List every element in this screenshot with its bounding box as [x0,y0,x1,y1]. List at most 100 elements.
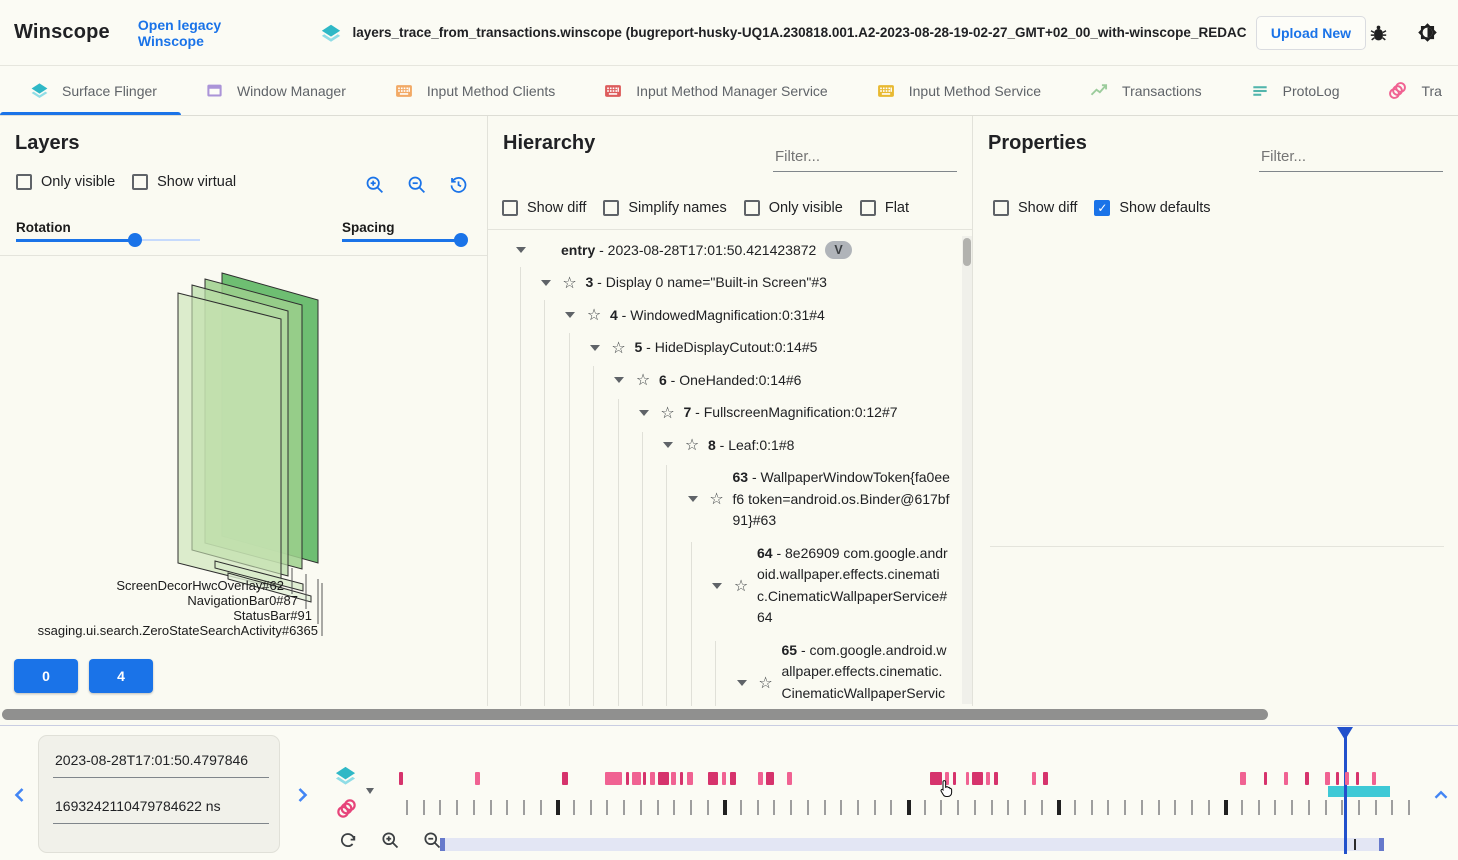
horizontal-scrollbar[interactable] [0,706,1458,723]
hierarchy-scrollbar[interactable] [962,236,972,704]
sf-event-mark[interactable] [562,772,568,785]
transition-tick[interactable] [1007,800,1009,815]
sf-event-mark[interactable] [1345,772,1349,785]
sf-event-mark[interactable] [1305,772,1309,785]
transition-tick[interactable] [1258,800,1260,815]
tree-node[interactable]: ☆ 3 - Display 0 name="Built-in Screen"#3 [488,267,972,300]
range-handle-left[interactable] [440,838,445,851]
checkbox-icon[interactable] [993,200,1009,216]
transition-tick[interactable] [790,800,792,815]
transition-tick[interactable] [623,800,625,815]
expand-arrow-icon[interactable] [589,340,601,356]
zoom-in-icon[interactable] [364,174,385,195]
sf-event-mark[interactable] [1372,772,1376,785]
only-visible-checkbox[interactable]: Only visible [16,174,115,190]
tree-node[interactable]: ☆ 63 - WallpaperWindowToken{fa0eef6 toke… [488,462,972,538]
transition-tick[interactable] [1057,800,1061,815]
expand-arrow-icon[interactable] [662,437,674,453]
zoom-out-icon[interactable] [406,174,427,195]
transition-tick[interactable] [1291,800,1293,815]
range-handle-right[interactable] [1379,838,1384,851]
tree-node[interactable]: ☆ 64 - 8e26909 com.google.android.wallpa… [488,537,972,634]
transition-tick[interactable] [824,800,826,815]
transition-tick[interactable] [707,800,709,815]
transition-tick[interactable] [974,800,976,815]
tree-node[interactable]: ☆ entry - 2023-08-28T17:01:50.421423872 … [488,234,972,267]
timestamp-ns-input[interactable] [53,794,269,824]
checkbox-icon[interactable] [1094,200,1111,216]
sf-event-mark[interactable] [632,772,641,785]
sf-event-mark[interactable] [972,772,983,785]
scrollbar-thumb[interactable] [2,709,1268,720]
sf-event-mark[interactable] [758,772,763,785]
tab-transitions[interactable]: Tra [1363,66,1458,115]
star-icon[interactable]: ☆ [586,307,602,325]
star-icon[interactable]: ☆ [758,674,773,692]
star-icon[interactable]: ☆ [660,404,675,422]
transition-tick[interactable] [1141,800,1143,815]
transition-tick[interactable] [406,800,408,815]
star-icon[interactable]: ☆ [635,372,651,390]
spacing-slider[interactable] [342,233,468,247]
transition-tick[interactable] [1274,800,1276,815]
expand-arrow-icon[interactable] [736,675,748,691]
sf-event-mark[interactable] [399,772,403,785]
checkbox-icon[interactable] [743,200,760,216]
checkbox-icon[interactable] [603,200,620,216]
transition-tick[interactable] [1408,800,1410,815]
transition-tick[interactable] [590,800,592,815]
tab-protolog[interactable]: ProtoLog [1226,66,1364,115]
transition-tick[interactable] [723,800,727,815]
sf-event-mark[interactable] [1264,772,1267,785]
transition-tick[interactable] [540,800,542,815]
sf-event-mark[interactable] [1325,772,1330,785]
star-icon[interactable]: ☆ [709,491,724,509]
sf-event-mark[interactable] [730,772,736,785]
transition-tick[interactable] [857,800,859,815]
tree-node[interactable]: ☆ 7 - FullscreenMagnification:0:12#7 [488,397,972,430]
expand-arrow-icon[interactable] [564,307,576,323]
sf-event-mark[interactable] [766,772,774,785]
sf-event-mark[interactable] [722,772,726,785]
timeline-cursor[interactable] [1337,727,1353,854]
hierarchy-tree[interactable]: ☆ entry - 2023-08-28T17:01:50.421423872 … [488,234,972,706]
star-icon[interactable]: ☆ [733,577,749,595]
simplify-names-checkbox[interactable]: Simplify names [603,200,727,216]
tab-window-manager[interactable]: Window Manager [181,66,370,115]
slider-thumb[interactable] [128,233,142,247]
sf-event-mark[interactable] [687,772,693,785]
transition-tick[interactable] [740,800,742,815]
transition-tick[interactable] [606,800,608,815]
transition-tick[interactable] [890,800,892,815]
transition-tick[interactable] [506,800,508,815]
expand-arrow-icon[interactable] [638,405,650,421]
transition-tick[interactable] [1074,800,1076,815]
sf-event-mark[interactable] [658,772,669,785]
transition-tick[interactable] [1325,800,1327,815]
transition-tick[interactable] [957,800,959,815]
sf-event-mark[interactable] [966,772,969,785]
transition-tick[interactable] [991,800,993,815]
transition-tick[interactable] [1224,800,1228,815]
properties-filter-input[interactable] [1259,146,1443,172]
zoom-in-icon[interactable] [380,830,400,850]
tab-input-method-clients[interactable]: Input Method Clients [370,66,579,115]
upload-new-button[interactable]: Upload New [1255,15,1366,50]
expand-arrow-icon[interactable] [687,491,699,507]
timeline-range-bar[interactable] [440,838,1384,851]
sf-event-mark[interactable] [650,772,655,785]
expand-arrow-icon[interactable] [540,275,552,291]
transition-tick[interactable] [556,800,560,815]
sf-event-mark[interactable] [945,772,949,785]
transition-tick[interactable] [439,800,441,815]
expand-arrow-icon[interactable] [515,242,527,258]
transition-tick[interactable] [1024,800,1026,815]
transition-tick[interactable] [490,800,492,815]
transition-tick[interactable] [573,800,575,815]
sf-event-mark[interactable] [994,772,998,785]
rotation-slider[interactable] [16,233,200,247]
transition-tick[interactable] [1391,800,1393,815]
flat-checkbox[interactable]: Flat [859,200,909,216]
dark-mode-toggle-icon[interactable] [1415,20,1440,45]
only-visible-checkbox[interactable]: Only visible [743,200,843,216]
